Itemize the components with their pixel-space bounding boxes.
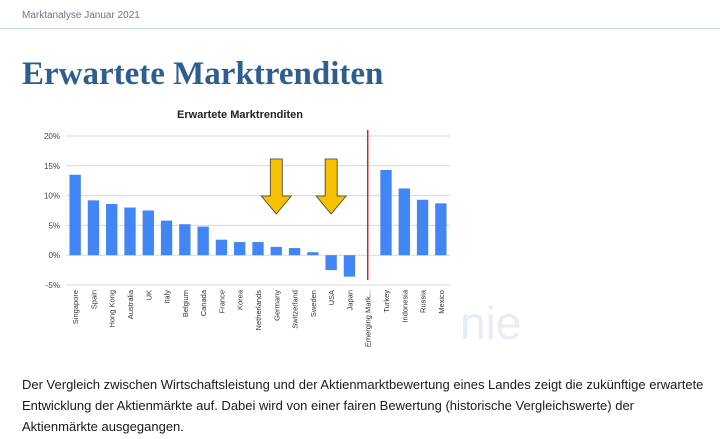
x-tick-label: Turkey (382, 290, 391, 313)
x-axis-labels: Singapore Spain Hong Kong Australia UK Italy B… (71, 289, 446, 347)
down-arrow-icon (315, 158, 347, 215)
x-tick-label: Switzerland (291, 290, 300, 329)
x-tick-label: UK (144, 290, 153, 300)
x-tick-label: Indonesia (400, 289, 409, 322)
header-bar: Marktanalyse Januar 2021 (0, 0, 720, 29)
body-paragraph: Der Vergleich zwischen Wirtschaftsleistu… (22, 377, 704, 434)
annotations (260, 130, 369, 280)
bar-singapore (69, 174, 81, 256)
bar-mexico (435, 203, 447, 256)
x-tick-label: Italy (163, 290, 172, 304)
y-tick-label: -5% (46, 281, 60, 290)
grid-lines (66, 135, 450, 286)
x-tick-label: Hong Kong (108, 290, 117, 328)
x-tick-label: France (217, 290, 226, 313)
bar-turkey (380, 169, 392, 256)
x-tick-label: Spain (89, 290, 98, 309)
x-tick-label: Mexico (437, 290, 446, 314)
bar-germany (270, 246, 282, 256)
bar-hong-kong (106, 203, 118, 256)
x-tick-label: USA (327, 290, 336, 305)
x-tick-label: Japan (345, 290, 354, 310)
bars (69, 169, 447, 277)
y-tick-label: 0% (48, 251, 60, 260)
bar-italy (160, 220, 173, 256)
x-tick-label: Germany (272, 290, 281, 321)
bar-france (215, 239, 228, 256)
bar-australia (124, 207, 136, 256)
bar-uk (142, 210, 154, 256)
x-tick-label: Canada (199, 289, 208, 316)
y-tick-label: 10% (44, 192, 60, 201)
bar-sweden (307, 252, 319, 256)
x-tick-label: Emerging Mark... (364, 290, 373, 347)
y-tick-label: 20% (44, 132, 60, 141)
bar-spain (87, 200, 100, 256)
down-arrow-icon (260, 158, 293, 215)
x-tick-label: Australia (126, 289, 135, 319)
x-tick-label: Netherlands (254, 290, 263, 331)
bar-belgium (179, 224, 191, 256)
watermark: nie (460, 297, 522, 349)
chart-title: Erwartete Marktrenditen (177, 109, 303, 121)
bar-russia (416, 199, 429, 256)
x-tick-label: Sweden (309, 290, 318, 317)
bar-switzerland (288, 248, 301, 256)
bar-usa (325, 255, 337, 271)
page-title: Erwartete Marktrenditen (22, 56, 384, 92)
bar-chart: Erwartete Marktrenditen -5% 0% 5% 10% 15% 20%… (22, 104, 462, 366)
y-tick-label: 15% (44, 162, 60, 171)
bar-netherlands (252, 242, 264, 256)
y-tick-label: 5% (48, 221, 60, 230)
bar-korea (234, 242, 246, 256)
x-tick-label: Korea (236, 289, 245, 310)
x-tick-label: Russia (419, 289, 428, 313)
y-axis-ticks: -5% 0% 5% 10% 15% 20% (44, 132, 60, 290)
bar-japan (343, 255, 356, 277)
header-title: Marktanalyse Januar 2021 (22, 10, 140, 21)
x-tick-label: Singapore (71, 290, 80, 324)
bar-canada (197, 226, 209, 256)
chart-svg: Erwartete Marktrenditen -5% 0% 5% 10% 15% 20%… (44, 109, 450, 347)
bar-indonesia (398, 188, 410, 256)
x-tick-label: Belgium (181, 290, 190, 317)
